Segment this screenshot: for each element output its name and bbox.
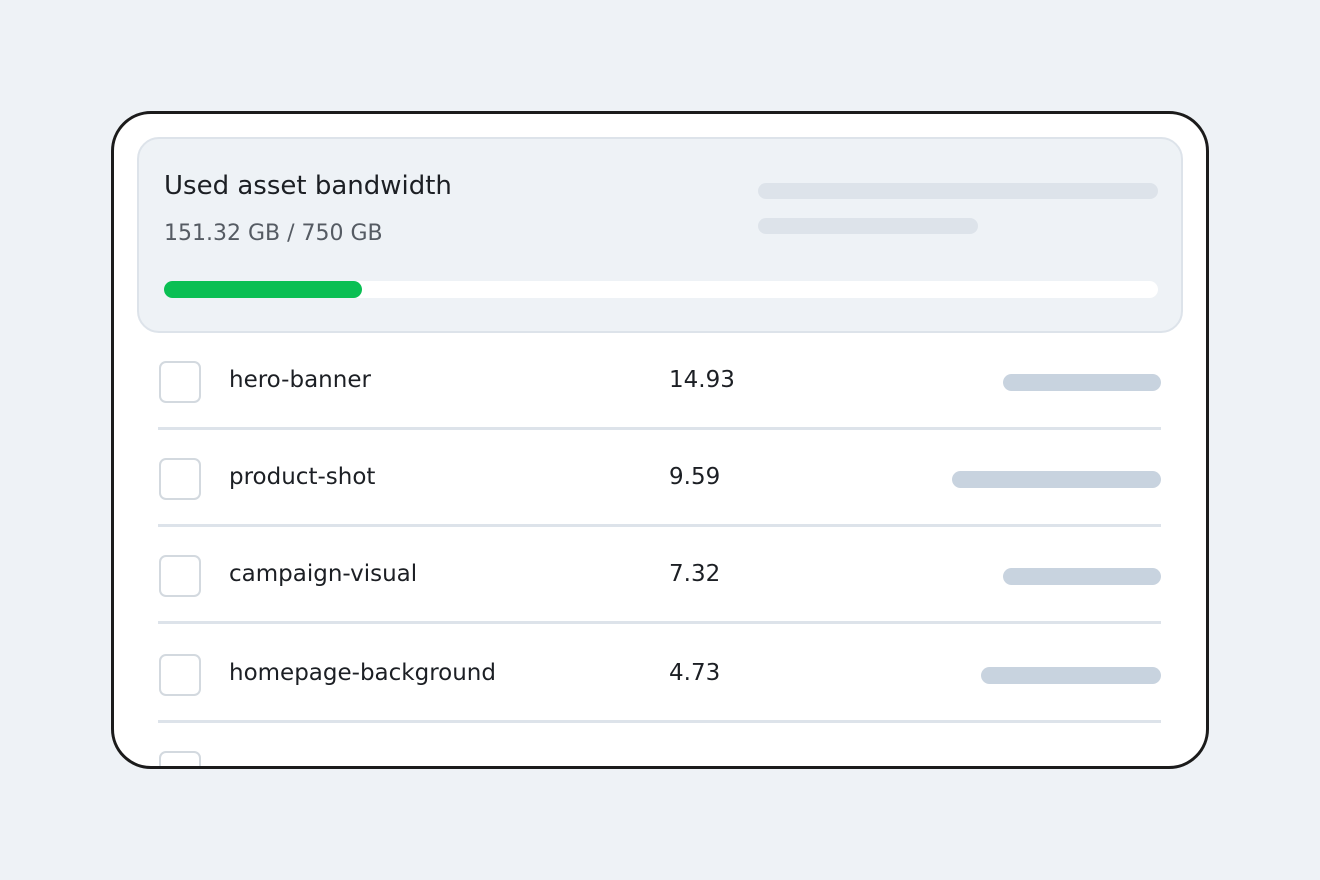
usage-text: 151.32 GB / 750 GB [164,221,383,246]
bandwidth-card: Used asset bandwidth 151.32 GB / 750 GB … [111,111,1209,769]
row-divider [158,621,1161,624]
progress-fill [164,281,362,298]
placeholder-bar [1003,374,1161,391]
asset-value: 7.32 [669,561,721,587]
asset-value: 4.73 [669,660,721,686]
checkbox[interactable] [159,751,201,766]
asset-value: 14.93 [669,367,735,393]
checkbox[interactable] [159,654,201,696]
asset-name: product-shot [229,464,376,490]
usage-panel: Used asset bandwidth 151.32 GB / 750 GB [137,137,1183,333]
row-divider [158,720,1161,723]
placeholder-bar [981,667,1161,684]
asset-value: 9.59 [669,464,721,490]
checkbox[interactable] [159,361,201,403]
skeleton-line [758,218,978,234]
skeleton-line [758,183,1158,199]
placeholder-bar [1003,568,1161,585]
placeholder-bar [952,471,1161,488]
checkbox[interactable] [159,458,201,500]
asset-name: hero-banner [229,367,371,393]
row-divider [158,427,1161,430]
checkbox[interactable] [159,555,201,597]
asset-name: campaign-visual [229,561,418,587]
row-divider [158,524,1161,527]
asset-name: homepage-background [229,660,496,686]
usage-title: Used asset bandwidth [164,171,452,201]
progress-track [164,281,1158,298]
